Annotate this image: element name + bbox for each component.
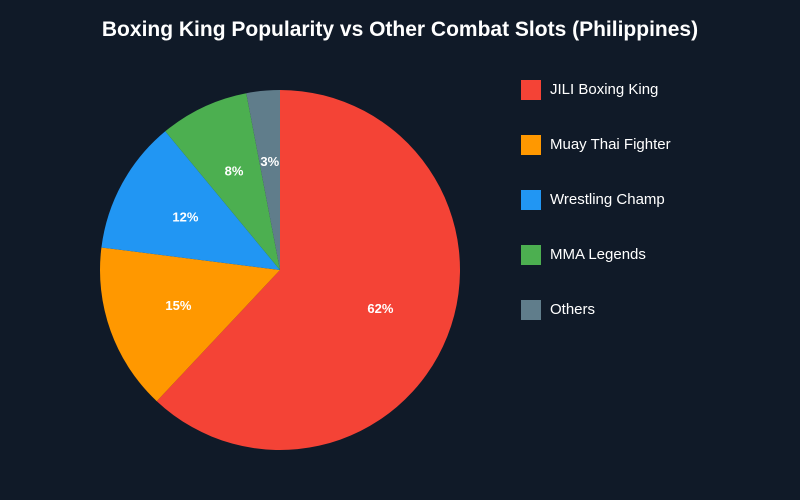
legend-item-jili-boxing-king: JILI Boxing King <box>521 80 658 100</box>
legend-swatch-mma-legends <box>521 245 541 265</box>
legend: JILI Boxing King Muay Thai Fighter Wrestli… <box>521 80 671 320</box>
pie-slice-others <box>246 90 280 270</box>
legend-label-muay-thai-fighter: Muay Thai Fighter <box>550 136 671 153</box>
pie-slice-labels: 62% 15% 12% 8% 3% <box>165 154 393 316</box>
legend-label-others: Others <box>550 301 595 318</box>
legend-swatch-jili-boxing-king <box>521 80 541 100</box>
legend-item-wrestling-champ: Wrestling Champ <box>521 190 665 210</box>
legend-item-others: Others <box>521 300 595 320</box>
legend-label-mma-legends: MMA Legends <box>550 246 646 263</box>
pie-slice-label-wrestling-champ: 12% <box>172 209 198 224</box>
legend-item-mma-legends: MMA Legends <box>521 245 646 265</box>
pie-slice-mma-legends <box>165 93 280 270</box>
pie-slices <box>100 90 461 450</box>
pie-slice-wrestling-champ <box>101 131 280 270</box>
legend-swatch-others <box>521 300 541 320</box>
pie-slice-label-mma-legends: 8% <box>225 164 244 179</box>
pie-slice-label-jili-boxing-king: 62% <box>367 301 393 316</box>
legend-label-wrestling-champ: Wrestling Champ <box>550 191 665 208</box>
chart-title: Boxing King Popularity vs Other Combat S… <box>102 18 698 41</box>
legend-swatch-wrestling-champ <box>521 190 541 210</box>
legend-label-jili-boxing-king: JILI Boxing King <box>550 81 658 98</box>
pie-slice-label-muay-thai-fighter: 15% <box>165 298 191 313</box>
pie-slice-jili-boxing-king <box>156 90 461 450</box>
legend-item-muay-thai-fighter: Muay Thai Fighter <box>521 135 671 155</box>
pie-slice-label-others: 3% <box>260 154 279 169</box>
pie-slice-muay-thai-fighter <box>100 247 281 402</box>
legend-swatch-muay-thai-fighter <box>521 135 541 155</box>
